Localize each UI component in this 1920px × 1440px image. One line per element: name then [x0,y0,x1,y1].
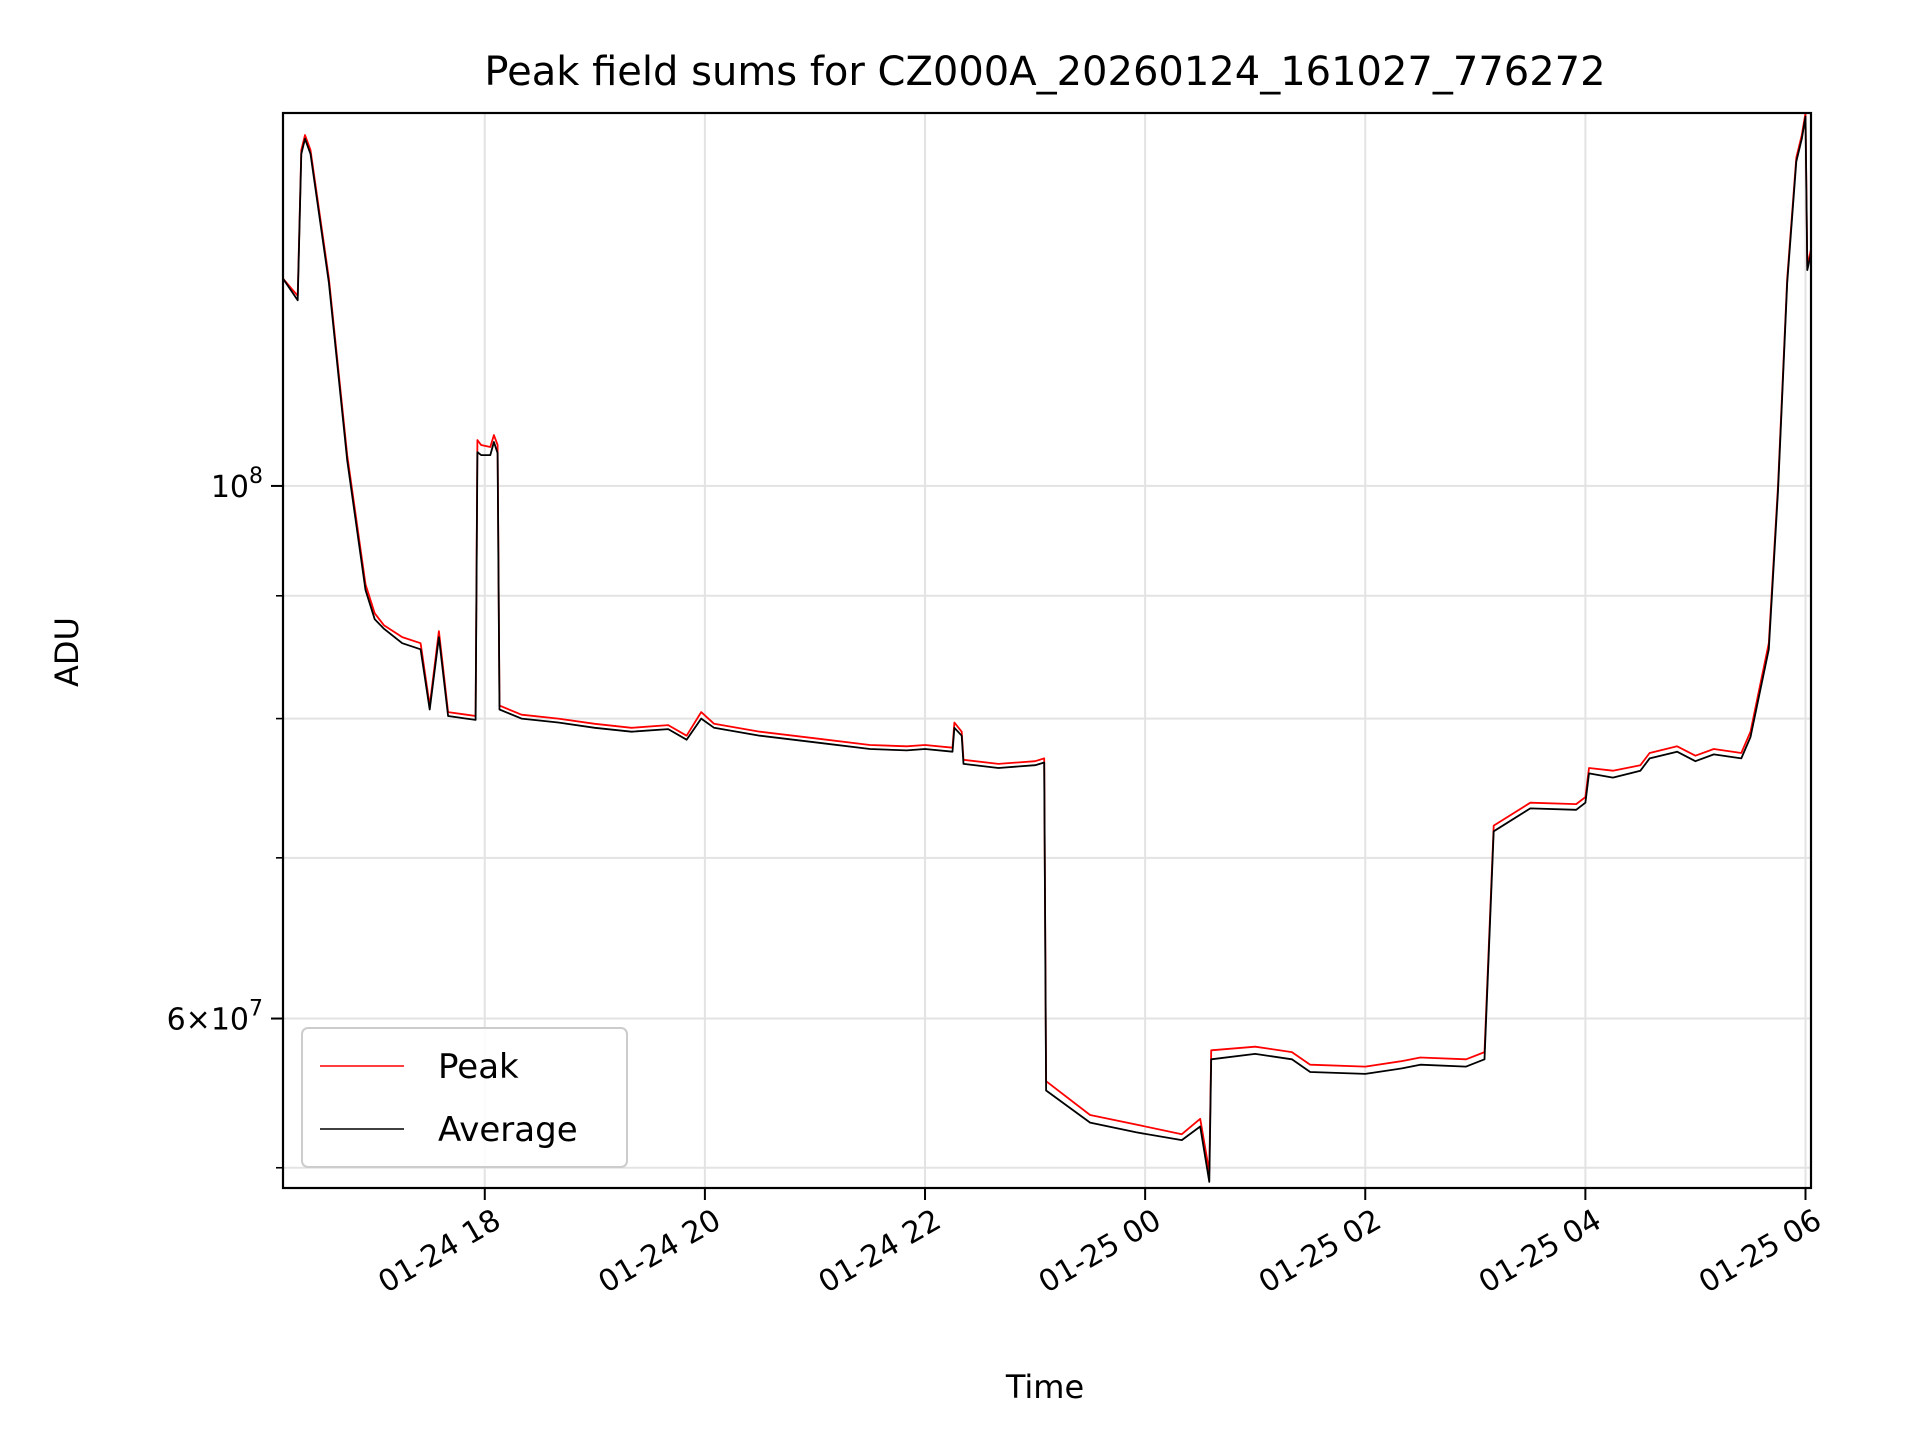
series-line-average [283,115,1811,1183]
gridlines [283,113,1811,1188]
y-tick-label: 108 [211,464,263,505]
legend: Peak Average [301,1027,628,1168]
legend-label-peak: Peak [438,1047,519,1087]
legend-box [301,1027,628,1168]
y-axis-ticks: 6×107 108 [167,464,283,1169]
legend-label-average: Average [438,1110,578,1150]
y-axis-title: ADU [48,617,86,687]
chart-title: Peak field sums for CZ000A_20260124_1610… [484,49,1605,95]
x-axis-title: Time [1005,1368,1084,1406]
y-tick-label: 6×107 [167,997,263,1038]
plot-frame [281,111,1813,1190]
series-lines [283,113,1811,1183]
